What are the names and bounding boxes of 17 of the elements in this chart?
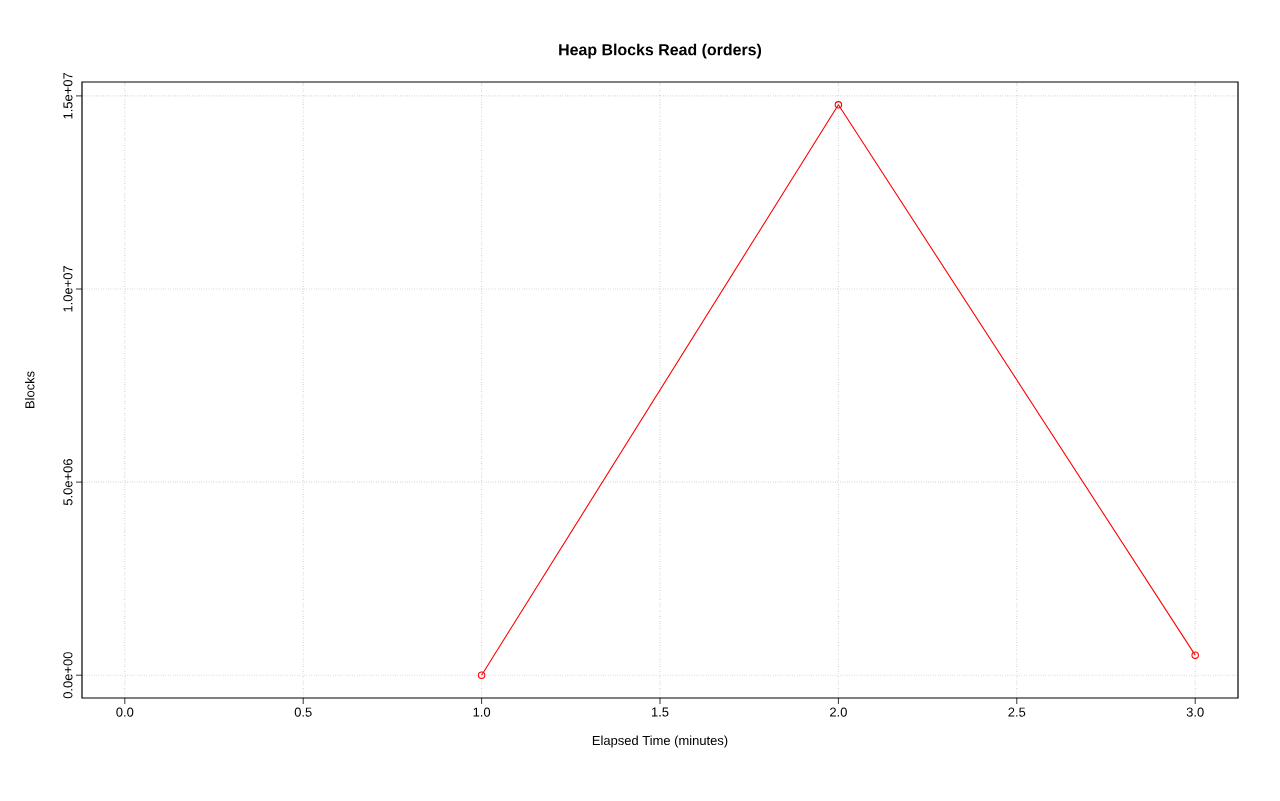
x-tick-label: 3.0 [1186,707,1204,717]
x-tick-label: 0.0 [116,707,134,717]
x-tick-label: 2.0 [830,707,847,717]
point [834,101,843,109]
point [477,671,486,679]
x-axis-title: Elapsed Time (minutes) [592,735,728,748]
y-tick-label: 1.5e+07 [63,72,73,119]
y-tick-label: 1.0e+07 [63,266,73,312]
point [1191,651,1199,659]
x-tick-label: 1.0 [473,707,491,717]
x-tick-label: 2.5 [1008,707,1026,717]
chart-title: Heap Blocks Read (orders) [559,43,762,59]
x-tick-label: 0.5 [294,707,312,717]
y-tick-label: 5.0e+06 [63,459,73,506]
y-tick-label: 0.0e+00 [63,652,73,699]
x-tick-label: 1.5 [651,707,669,717]
y-axis-title: Blocks [24,371,35,409]
